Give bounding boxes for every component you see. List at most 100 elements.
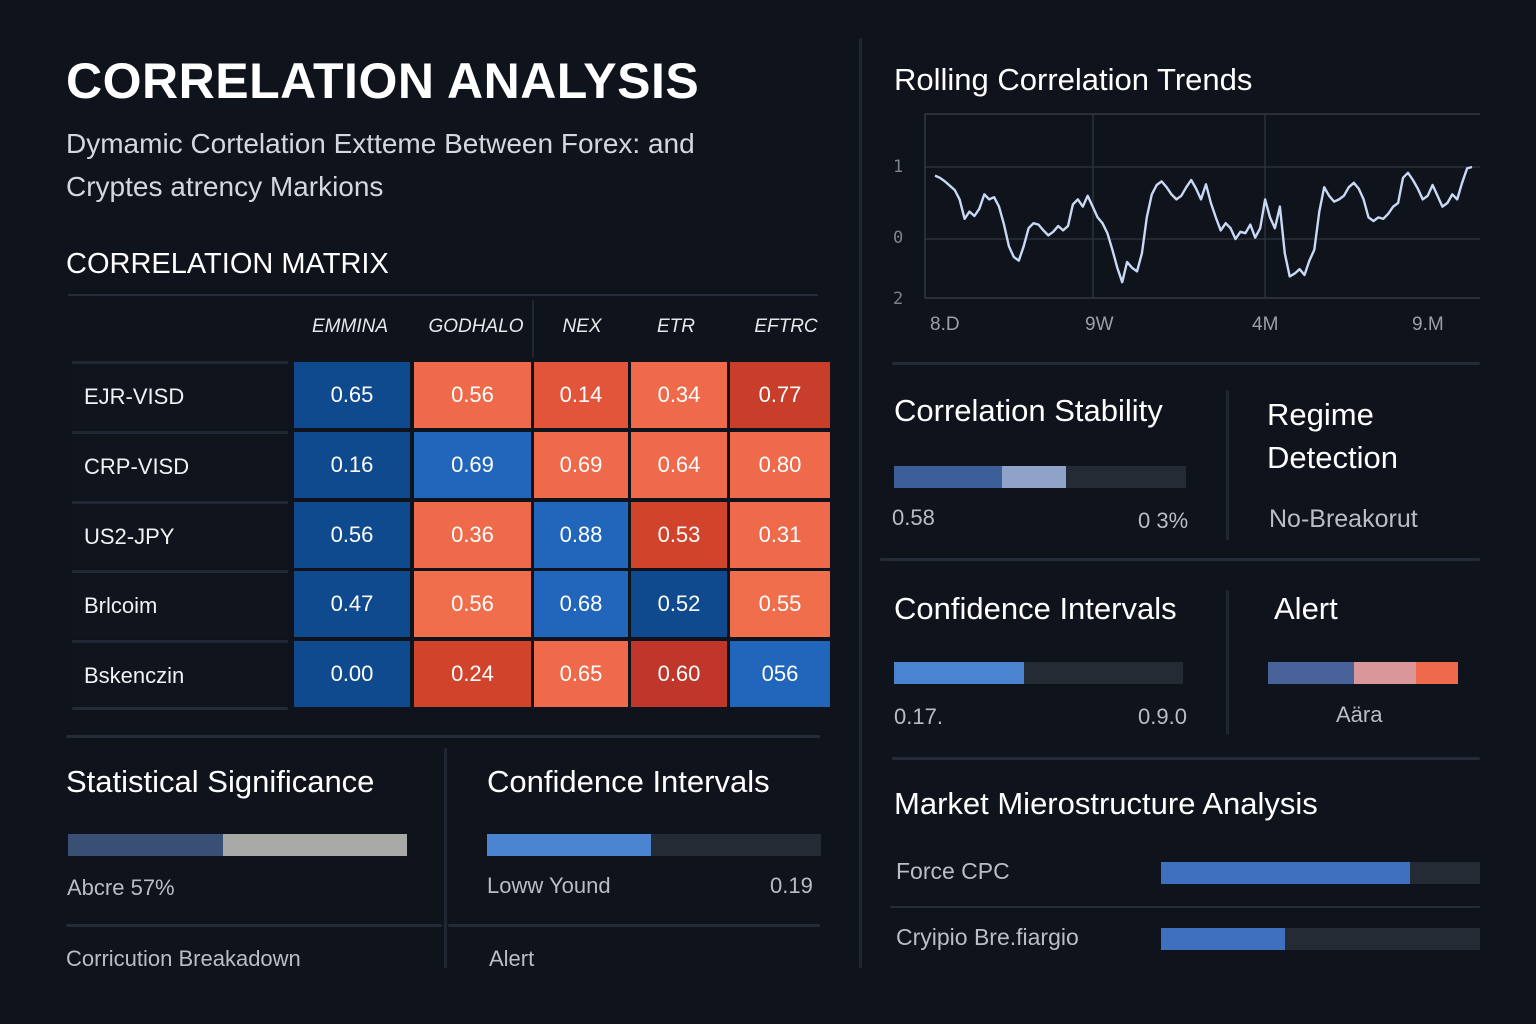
alert-footer-divider: [892, 757, 1480, 760]
matrix-cell[interactable]: 0.65: [294, 362, 410, 428]
alert-title: Alert: [1274, 591, 1338, 626]
matrix-row-label: Bskenczin: [72, 640, 288, 706]
microstructure-item-label: Force CPC: [896, 858, 1010, 884]
confidence-left-bar: [487, 834, 821, 856]
matrix-row-label: CRP-VISD: [72, 431, 288, 497]
matrix-column-header: NEX: [562, 316, 602, 337]
significance-label: Abcre 57%: [67, 875, 175, 900]
matrix-cell[interactable]: 0.60: [631, 641, 727, 707]
stability-footer-divider: [880, 558, 1480, 561]
alert-bar: [1268, 662, 1458, 684]
stability-bar-fill: [894, 466, 1003, 488]
confidence-footer-divider: [448, 924, 820, 927]
alert-status: Aära: [1336, 702, 1383, 727]
matrix-cell[interactable]: 0.00: [294, 641, 410, 707]
matrix-cell[interactable]: 0.53: [631, 502, 727, 568]
chart-x-tick-label: 4M: [1252, 314, 1279, 335]
matrix-header-divider: [532, 300, 534, 358]
matrix-column-header: EFTRC: [754, 316, 818, 337]
matrix-cell[interactable]: 0.77: [730, 362, 830, 428]
significance-bar-fill: [68, 834, 223, 856]
matrix-cell[interactable]: 0.16: [294, 432, 410, 498]
confidence-right-bar: [894, 662, 1183, 684]
matrix-column-header: ETR: [657, 316, 695, 337]
microstructure-item-bar: [1161, 862, 1480, 884]
chart-y-tick-label: 0: [893, 228, 904, 248]
matrix-title: CORRELATION MATRIX: [66, 248, 389, 280]
matrix-row-label: US2-JPY: [72, 501, 288, 567]
significance-footer-divider: [66, 924, 442, 927]
confidence-right-value-right: 0.9.0: [1138, 704, 1187, 729]
matrix-cell[interactable]: 0.31: [730, 502, 830, 568]
stability-value-right: 0 3%: [1138, 508, 1189, 533]
page-title: CORRELATION ANALYSIS: [66, 53, 700, 109]
matrix-column-header: GODHALO: [428, 316, 524, 337]
stability-bar: [894, 466, 1186, 488]
bottom-vertical-divider: [444, 748, 447, 968]
microstructure-item-bar: [1161, 928, 1480, 950]
matrix-cell[interactable]: 0.80: [730, 432, 830, 498]
matrix-cell[interactable]: 0.34: [631, 362, 727, 428]
regime-status: No-Breakorut: [1269, 505, 1418, 533]
matrix-cell[interactable]: 0.24: [414, 641, 531, 707]
chart-title: Rolling Correlation Trends: [894, 62, 1253, 97]
chart-divider: [892, 362, 1480, 365]
confidence-right-bar-fill: [894, 662, 1025, 684]
alert-bar-segment: [1268, 662, 1354, 684]
chart-x-tick-label: 9.M: [1412, 314, 1444, 335]
alert-bar-segment: [1416, 662, 1458, 684]
matrix-cell[interactable]: 0.64: [631, 432, 727, 498]
chart-x-tick-label: 9W: [1085, 314, 1114, 335]
stability-title: Correlation Stability: [894, 393, 1163, 428]
stability-value-left: 0.58: [892, 505, 935, 530]
confidence-left-bar-fill: [487, 834, 651, 856]
microstructure-item-bar-fill: [1161, 928, 1286, 950]
bottom-divider: [66, 735, 820, 738]
significance-bar-remainder: [222, 834, 407, 856]
matrix-cell[interactable]: 0.55: [730, 571, 830, 637]
alert-bar-segment: [1353, 662, 1417, 684]
matrix-cell[interactable]: 0.56: [414, 571, 531, 637]
microstructure-title: Market Mierostructure Analysis: [894, 786, 1318, 821]
significance-bar: [68, 834, 407, 856]
stability-bar-secondary: [1002, 466, 1067, 488]
microstructure-divider: [890, 906, 1480, 908]
matrix-cell[interactable]: 0.68: [534, 571, 628, 637]
microstructure-item-bar-fill: [1161, 862, 1410, 884]
confidence-right-value-left: 0.17.: [894, 704, 943, 729]
matrix-row-label: EJR-VISD: [72, 361, 288, 427]
matrix-cell[interactable]: 0.69: [534, 432, 628, 498]
matrix-cell[interactable]: 0.56: [294, 502, 410, 568]
confidence-right-title: Confidence Intervals: [894, 591, 1177, 626]
matrix-cell[interactable]: 0.88: [534, 502, 628, 568]
matrix-cell[interactable]: 0.52: [631, 571, 727, 637]
breakdown-label: Corricution Breakadown: [66, 946, 301, 971]
matrix-column-header: EMMINA: [312, 316, 388, 337]
matrix-cell[interactable]: 0.65: [534, 641, 628, 707]
stability-divider: [1226, 390, 1229, 540]
matrix-cell[interactable]: 0.36: [414, 502, 531, 568]
matrix-cell[interactable]: 0.56: [414, 362, 531, 428]
lower-bound-value: 0.19: [770, 873, 813, 898]
microstructure-item-label: Cryipio Bre.fiargio: [896, 924, 1079, 950]
chart-grid: [924, 113, 1480, 299]
chart-y-tick-label: 1: [893, 157, 904, 177]
matrix-cell[interactable]: 056: [730, 641, 830, 707]
lower-bound-label: Loww Yound: [487, 873, 611, 898]
significance-title: Statistical Significance: [66, 764, 375, 799]
regime-title: Regime Detection: [1267, 397, 1398, 475]
rolling-correlation-chart: [924, 113, 1480, 299]
matrix-bottom-divider: [72, 707, 288, 710]
matrix-cell[interactable]: 0.69: [414, 432, 531, 498]
chart-y-tick-label: 2: [893, 289, 904, 309]
main-divider: [859, 38, 862, 968]
matrix-cell[interactable]: 0.14: [534, 362, 628, 428]
confidence-left-title: Confidence Intervals: [487, 764, 770, 799]
chart-x-tick-label: 8.D: [930, 314, 960, 335]
chart-line: [934, 165, 1473, 284]
matrix-cell[interactable]: 0.47: [294, 571, 410, 637]
matrix-row-label: Brlcoim: [72, 570, 288, 636]
confidence-right-divider: [1226, 590, 1229, 735]
alert-label: Alert: [489, 946, 535, 971]
page-subtitle: Dymamic Cortelation Extteme Between Fore…: [66, 128, 695, 202]
